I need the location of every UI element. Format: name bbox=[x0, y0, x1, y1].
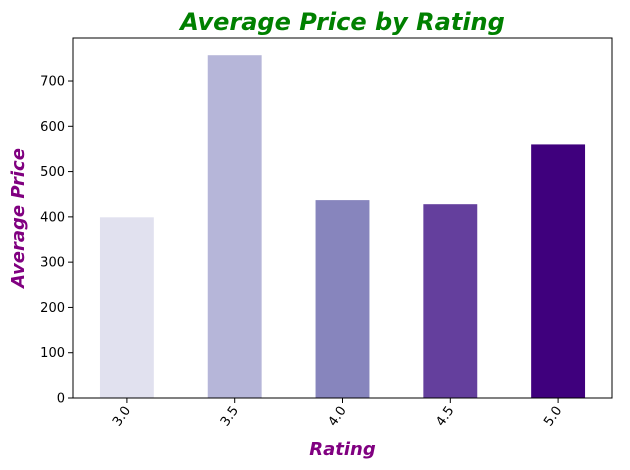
y-tick-label: 100 bbox=[40, 346, 65, 361]
bars-group bbox=[99, 55, 586, 398]
y-ticks-group: 0 100 200 300 400 500 600 700 bbox=[40, 75, 73, 407]
y-tick-label: 600 bbox=[40, 120, 65, 135]
y-tick-label: 200 bbox=[40, 301, 65, 316]
bar-3.0 bbox=[99, 217, 154, 398]
plot-frame bbox=[72, 37, 613, 399]
y-tick-label: 700 bbox=[40, 75, 65, 90]
bar-4.5 bbox=[423, 204, 478, 398]
bar-3.5 bbox=[207, 55, 262, 398]
y-axis-label: Average Price bbox=[8, 148, 29, 290]
y-tick-label: 0 bbox=[57, 392, 65, 407]
chart-title: Average Price by Rating bbox=[178, 8, 505, 36]
bar-4.0 bbox=[315, 200, 370, 398]
x-axis-label: Rating bbox=[309, 439, 376, 460]
y-tick-label: 500 bbox=[40, 165, 65, 180]
y-tick-label: 400 bbox=[40, 210, 65, 225]
bar-5.0 bbox=[531, 144, 586, 398]
y-tick-label: 300 bbox=[40, 256, 65, 271]
